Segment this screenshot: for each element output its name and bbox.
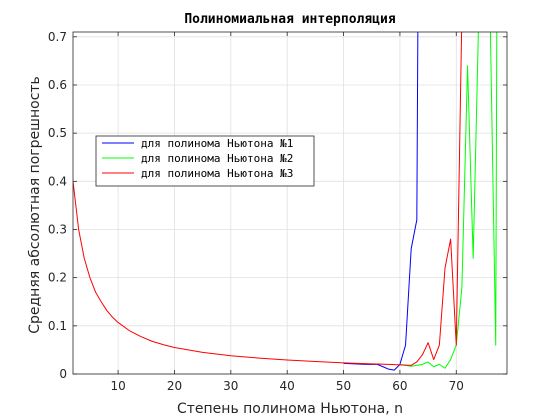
series-line-2 [399, 32, 498, 369]
y-tick-label: 0.3 [48, 222, 67, 236]
plot-area [73, 32, 507, 374]
chart-title: Полиномиальная интерполяция [184, 12, 395, 27]
x-tick-label: 70 [449, 379, 464, 393]
series-line-3 [73, 32, 463, 366]
legend: для полинома Ньютона №1 для полинома Ньют… [95, 135, 315, 187]
legend-box [95, 135, 315, 187]
y-tick-label: 0.5 [48, 126, 67, 140]
y-tick-label: 0.7 [48, 30, 67, 44]
y-axis-title: Средняя абсолютная погрешность [27, 76, 43, 334]
legend-entry-3: для полинома Ньютона №3 [141, 167, 293, 180]
x-tick-label: 50 [336, 379, 351, 393]
series-layer [73, 32, 498, 371]
x-tick-label: 10 [110, 379, 125, 393]
x-tick-label: 40 [280, 379, 295, 393]
legend-entry-2: для полинома Ньютона №2 [141, 152, 293, 165]
y-tick-label: 0.1 [48, 319, 67, 333]
x-tick-label: 30 [223, 379, 238, 393]
series-line-1 [343, 32, 419, 371]
x-axis-title: Степень полинома Ньютона, n [177, 401, 403, 417]
x-tick-label: 20 [167, 379, 182, 393]
plot-frame [72, 31, 508, 375]
y-tick-label: 0.4 [48, 174, 67, 188]
y-tick-label: 0.2 [48, 271, 67, 285]
x-tick-label: 60 [392, 379, 407, 393]
legend-entry-1: для полинома Ньютона №1 [141, 137, 293, 150]
y-tick-label: 0 [59, 367, 67, 381]
y-tick-label: 0.6 [48, 78, 67, 92]
axis-ticks: 10 20 30 40 50 60 70 0 0.1 0.2 0.3 0.4 0.5 0.6 0.7 [48, 30, 507, 393]
